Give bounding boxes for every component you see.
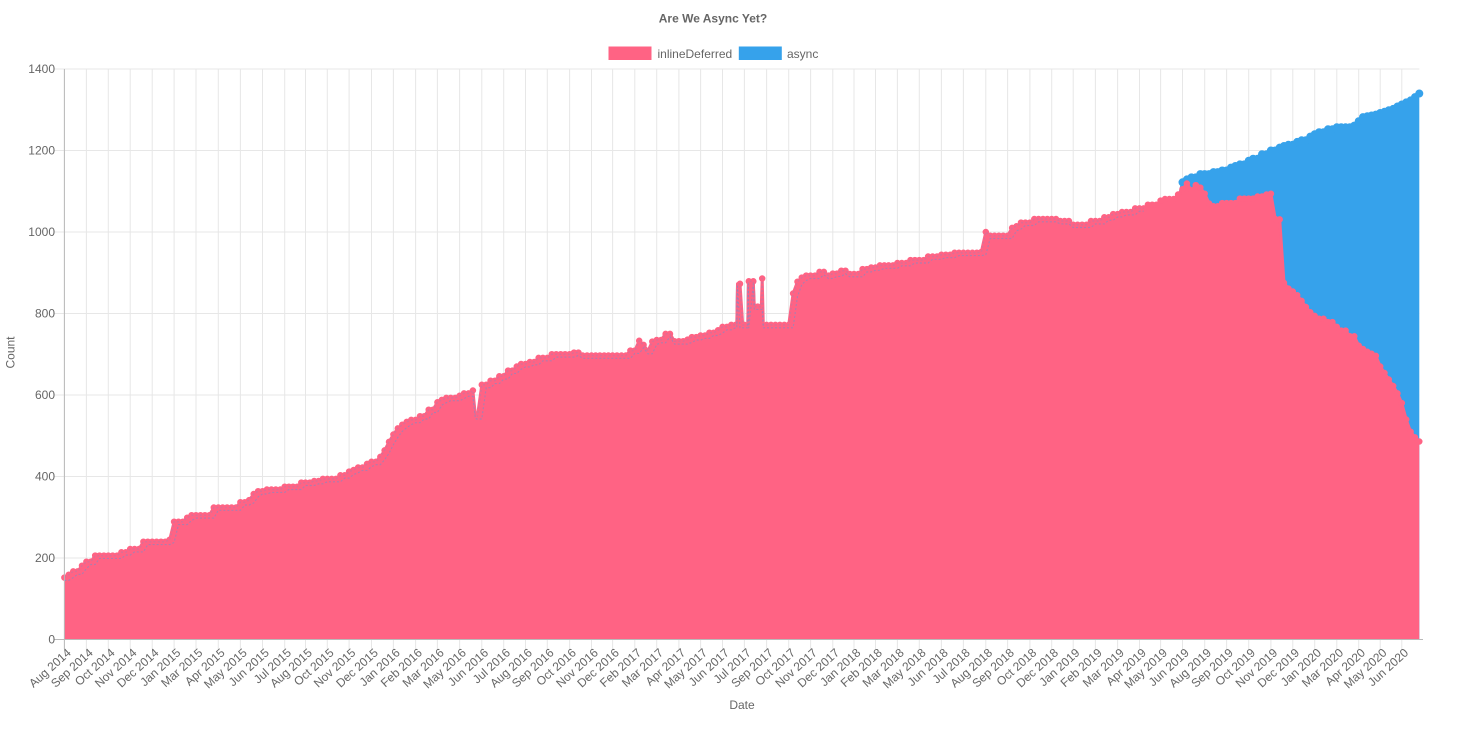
svg-text:async: async [787, 47, 818, 61]
svg-text:Date: Date [729, 698, 755, 712]
svg-text:Are We Async Yet?: Are We Async Yet? [659, 12, 768, 26]
svg-text:1200: 1200 [28, 144, 55, 158]
svg-text:Count: Count [3, 336, 17, 369]
svg-text:inlineDeferred: inlineDeferred [658, 47, 733, 61]
svg-text:600: 600 [35, 388, 55, 402]
svg-text:800: 800 [35, 307, 55, 321]
svg-text:200: 200 [35, 551, 55, 565]
svg-text:400: 400 [35, 470, 55, 484]
svg-text:1000: 1000 [28, 225, 55, 239]
svg-text:1400: 1400 [28, 62, 55, 76]
svg-text:0: 0 [48, 633, 55, 647]
